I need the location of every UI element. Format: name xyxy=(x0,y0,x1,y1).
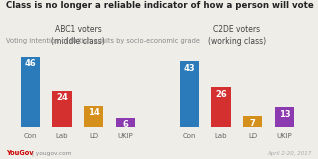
Title: ABC1 voters
(middle class): ABC1 voters (middle class) xyxy=(51,25,105,45)
Text: Class is no longer a reliable indicator of how a person will vote: Class is no longer a reliable indicator … xyxy=(6,1,314,10)
Text: 6: 6 xyxy=(123,120,128,129)
Text: 24: 24 xyxy=(56,93,68,102)
Text: Voting intention of British adults by socio-economic grade: Voting intention of British adults by so… xyxy=(6,38,200,44)
Text: 46: 46 xyxy=(24,59,36,68)
Text: 26: 26 xyxy=(215,90,227,99)
Bar xyxy=(84,106,103,127)
Bar xyxy=(275,107,294,127)
Bar xyxy=(211,87,231,127)
Bar xyxy=(116,118,135,127)
Bar xyxy=(180,62,199,127)
Text: April 2-20, 2017: April 2-20, 2017 xyxy=(267,151,312,156)
Bar xyxy=(52,90,72,127)
Text: 7: 7 xyxy=(250,119,256,128)
Text: 14: 14 xyxy=(88,108,100,117)
Bar xyxy=(243,117,262,127)
Text: 43: 43 xyxy=(183,64,195,73)
Bar xyxy=(21,57,40,127)
Title: C2DE voters
(working class): C2DE voters (working class) xyxy=(208,25,266,45)
Text: 13: 13 xyxy=(279,110,290,119)
Text: YouGov: YouGov xyxy=(6,150,34,156)
Text: | yougov.com: | yougov.com xyxy=(30,150,72,156)
